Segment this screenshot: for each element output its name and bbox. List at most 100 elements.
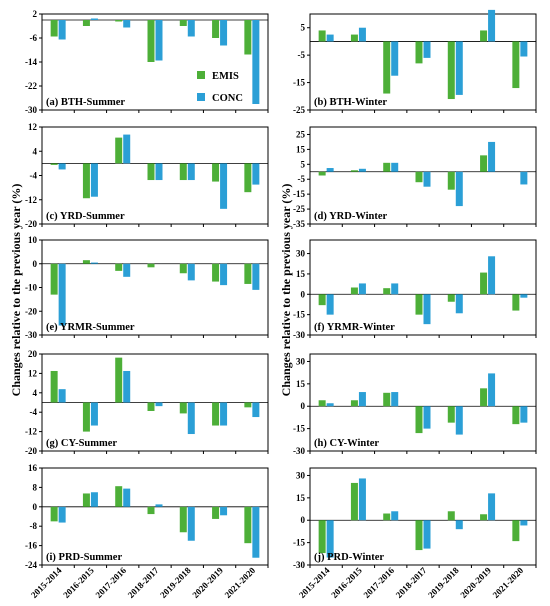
- panel-f: 30 15 0 -15 -30 (f) YRMR-Winter: [293, 239, 537, 340]
- bar-conc-2021-2020: [252, 402, 260, 418]
- bar-conc-2017-2016: [391, 511, 399, 521]
- y-tick-label: 15: [296, 269, 306, 279]
- y-tick-label: -22: [25, 81, 37, 91]
- bar-conc-2019-2018: [455, 520, 463, 530]
- bar-emis-2015-2014: [318, 30, 326, 42]
- bar-emis-2020-2019: [480, 272, 488, 295]
- x-tick-label: 2017-2016: [361, 565, 396, 600]
- bar-conc-2015-2014: [326, 294, 334, 315]
- bar-conc-2021-2020: [252, 506, 260, 558]
- y-tick-label: 5: [301, 23, 306, 33]
- bar-emis-2020-2019: [212, 263, 220, 282]
- y-tick-label: 0: [33, 502, 38, 512]
- y-tick-label: 0: [33, 259, 38, 269]
- legend-label-conc: CONC: [212, 93, 243, 104]
- panel-a: 2 -6 -14 -22 -30 (a) BTH-Summer: [25, 9, 269, 115]
- bar-conc-2019-2018: [187, 506, 195, 541]
- x-tick-label: 2020-2019: [190, 565, 225, 600]
- y-tick-label: 4: [33, 388, 38, 398]
- legend: EMIS CONC: [197, 71, 243, 104]
- bar-conc-2020-2019: [488, 493, 496, 521]
- bar-emis-2018-2017: [147, 20, 155, 62]
- bar-conc-2021-2020: [252, 263, 260, 290]
- bar-conc-2017-2016: [391, 392, 399, 407]
- bar-conc-2016-2015: [358, 168, 366, 172]
- bar-conc-2015-2014: [58, 163, 66, 170]
- bar-conc-2019-2018: [455, 41, 463, 95]
- x-tick-label: 2017-2016: [93, 565, 128, 600]
- bar-emis-2019-2018: [447, 511, 455, 521]
- bar-emis-2021-2020: [244, 263, 252, 284]
- bar-conc-2015-2014: [58, 263, 66, 326]
- y-tick-label: -35: [293, 219, 305, 229]
- bar-emis-2020-2019: [480, 388, 488, 407]
- bar-emis-2016-2015: [82, 260, 90, 264]
- x-tick-label: 2018-2017: [126, 565, 161, 600]
- bar-conc-2017-2016: [123, 488, 131, 507]
- panel-b: 5 -5 -15 -25 (b) BTH-Winter: [293, 9, 537, 115]
- bar-emis-2015-2014: [318, 400, 326, 407]
- y-tick-label: 16: [28, 463, 38, 473]
- y-tick-label: 15: [296, 144, 306, 154]
- bar-conc-2016-2015: [358, 27, 366, 42]
- panel-frame: [309, 353, 537, 452]
- bar-conc-2019-2018: [455, 294, 463, 314]
- bar-emis-2017-2016: [115, 263, 123, 271]
- bar-emis-2019-2018: [179, 402, 187, 414]
- bar-conc-2017-2016: [391, 283, 399, 295]
- y-tick-label: -8: [30, 521, 38, 531]
- bar-emis-2019-2018: [179, 20, 187, 26]
- y-tick-label: 0: [301, 401, 306, 411]
- y-tick-label: -6: [30, 33, 38, 43]
- bar-emis-2015-2014: [50, 20, 58, 37]
- bar-conc-2017-2016: [391, 41, 399, 76]
- x-tick-label: 2016-2015: [61, 565, 96, 600]
- y-tick-label: -4: [30, 407, 38, 417]
- bar-conc-2015-2014: [58, 389, 66, 403]
- y-tick-label: -25: [293, 204, 305, 214]
- bar-emis-2018-2017: [147, 506, 155, 515]
- bar-emis-2016-2015: [350, 34, 358, 42]
- bar-emis-2016-2015: [350, 170, 358, 172]
- y-tick-label: -30: [25, 330, 37, 340]
- bar-emis-2015-2014: [318, 520, 326, 554]
- bar-conc-2016-2015: [90, 492, 98, 507]
- bar-emis-2020-2019: [212, 402, 220, 426]
- y-tick-label: -10: [25, 283, 37, 293]
- panel-d: 25 15 5 -5 -15 -25 -35 (d) YRD-Winter: [293, 126, 537, 229]
- bar-conc-2021-2020: [520, 406, 528, 423]
- bar-conc-2016-2015: [90, 163, 98, 197]
- bar-conc-2018-2017: [155, 163, 163, 181]
- y-tick-label: 30: [296, 249, 306, 259]
- bar-emis-2019-2018: [179, 263, 187, 274]
- bar-emis-2016-2015: [350, 482, 358, 521]
- y-tick-label: 4: [33, 146, 38, 156]
- y-tick-label: -5: [298, 174, 306, 184]
- y-tick-label: -20: [25, 219, 37, 229]
- y-tick-label: -20: [25, 306, 37, 316]
- bar-conc-2019-2018: [455, 171, 463, 207]
- panel-i: 16 8 0 -8 -16 -24 (i) PRD-Summer: [25, 463, 269, 570]
- x-tick-label: 2021-2020: [223, 565, 258, 600]
- y-tick-label: 20: [28, 349, 38, 359]
- bar-emis-2018-2017: [415, 406, 423, 434]
- bar-emis-2020-2019: [480, 514, 488, 521]
- y-tick-label: -24: [25, 560, 37, 570]
- y-tick-label: -14: [25, 57, 37, 67]
- y-tick-label: -15: [293, 538, 305, 548]
- bar-emis-2019-2018: [179, 163, 187, 181]
- bar-emis-2020-2019: [480, 155, 488, 172]
- panel-label: (j) PRD-Winter: [314, 552, 384, 563]
- bar-conc-2015-2014: [58, 20, 66, 40]
- panel-label: (f) YRMR-Winter: [314, 322, 395, 333]
- bar-emis-2021-2020: [512, 41, 520, 89]
- bar-emis-2018-2017: [415, 41, 423, 64]
- panel-label: (i) PRD-Summer: [46, 552, 122, 563]
- bar-conc-2017-2016: [123, 263, 131, 277]
- bar-emis-2020-2019: [212, 20, 220, 38]
- bar-conc-2019-2018: [187, 20, 195, 37]
- bar-conc-2017-2016: [123, 370, 131, 403]
- bar-conc-2019-2018: [187, 402, 195, 435]
- y-tick-label: 2: [33, 9, 38, 19]
